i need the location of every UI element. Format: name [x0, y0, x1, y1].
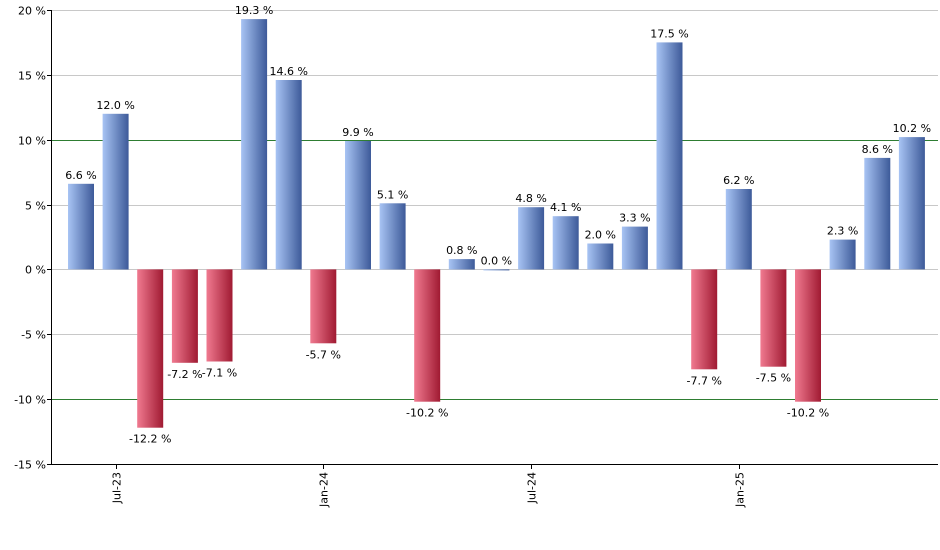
bar-value-label: -10.2 % — [787, 407, 829, 420]
x-tick-label: Jan-25 — [734, 472, 747, 508]
bar — [483, 269, 510, 271]
bar — [621, 226, 648, 270]
bar — [448, 259, 475, 270]
bar — [379, 203, 406, 270]
bar — [587, 243, 614, 270]
bar-value-label: 0.0 % — [481, 254, 512, 267]
bar-value-label: 3.3 % — [619, 212, 650, 225]
bar-value-label: -7.5 % — [756, 372, 791, 385]
bar-value-label: -7.7 % — [686, 374, 721, 387]
y-tick-label: 0 % — [25, 264, 46, 277]
y-tick-label: -5 % — [21, 329, 46, 342]
bar — [310, 269, 337, 344]
bar — [760, 269, 787, 367]
bar-value-label: -7.2 % — [167, 368, 202, 381]
bar — [725, 189, 752, 270]
bar — [137, 269, 164, 428]
bar-value-label: 4.1 % — [550, 201, 581, 214]
bar-value-label: 6.2 % — [723, 174, 754, 187]
bar-value-label: 0.8 % — [446, 244, 477, 257]
y-tick-label: -15 % — [14, 459, 46, 472]
bar — [656, 42, 683, 270]
y-tick-label: 15 % — [18, 70, 46, 83]
bar — [241, 19, 268, 270]
y-tick-label: 5 % — [25, 200, 46, 213]
y-tick-label: 10 % — [18, 135, 46, 148]
bar-value-label: 19.3 % — [235, 4, 273, 17]
bar-value-label: -5.7 % — [306, 348, 341, 361]
y-tick-label: -10 % — [14, 394, 46, 407]
bar — [345, 141, 371, 270]
bar-value-label: 17.5 % — [650, 27, 688, 40]
bar-value-label: 4.8 % — [515, 192, 546, 205]
bar-value-label: 14.6 % — [269, 65, 307, 78]
bar-layer — [68, 19, 925, 428]
bar — [691, 269, 718, 370]
bar-value-label: 10.2 % — [893, 122, 931, 135]
y-tick-label: 20 % — [18, 5, 46, 18]
bar — [206, 269, 233, 362]
bar-value-label: 6.6 % — [65, 169, 96, 182]
bar-value-label: 2.0 % — [585, 229, 616, 242]
x-tick-label: Jan-24 — [318, 472, 331, 508]
bar — [795, 269, 821, 402]
bar — [518, 207, 545, 270]
bar-value-label: 2.3 % — [827, 225, 858, 238]
bar — [102, 113, 129, 270]
bar — [552, 216, 579, 270]
bar-value-label: 8.6 % — [862, 143, 893, 156]
bar — [275, 80, 302, 270]
bar-value-label: 5.1 % — [377, 188, 408, 201]
x-tick-label: Jul-23 — [111, 472, 124, 504]
bar-value-label: 12.0 % — [96, 99, 134, 112]
bar-value-label: 9.9 % — [342, 126, 373, 139]
bar — [864, 157, 891, 270]
bar-value-label: -12.2 % — [129, 433, 171, 446]
x-tick-label: Jul-24 — [526, 472, 539, 504]
bar — [171, 269, 198, 363]
bar — [68, 183, 94, 270]
label-layer: -15 % -10 % -5 % 0 % 5 % 10 % 15 % 20 % 6.6 % 12.… — [14, 4, 931, 508]
bar — [898, 137, 925, 270]
bar — [414, 269, 441, 402]
bar-value-label: -10.2 % — [406, 407, 448, 420]
axis-layer — [47, 10, 938, 469]
bar-value-label: -7.1 % — [202, 367, 237, 380]
bar — [829, 239, 856, 270]
